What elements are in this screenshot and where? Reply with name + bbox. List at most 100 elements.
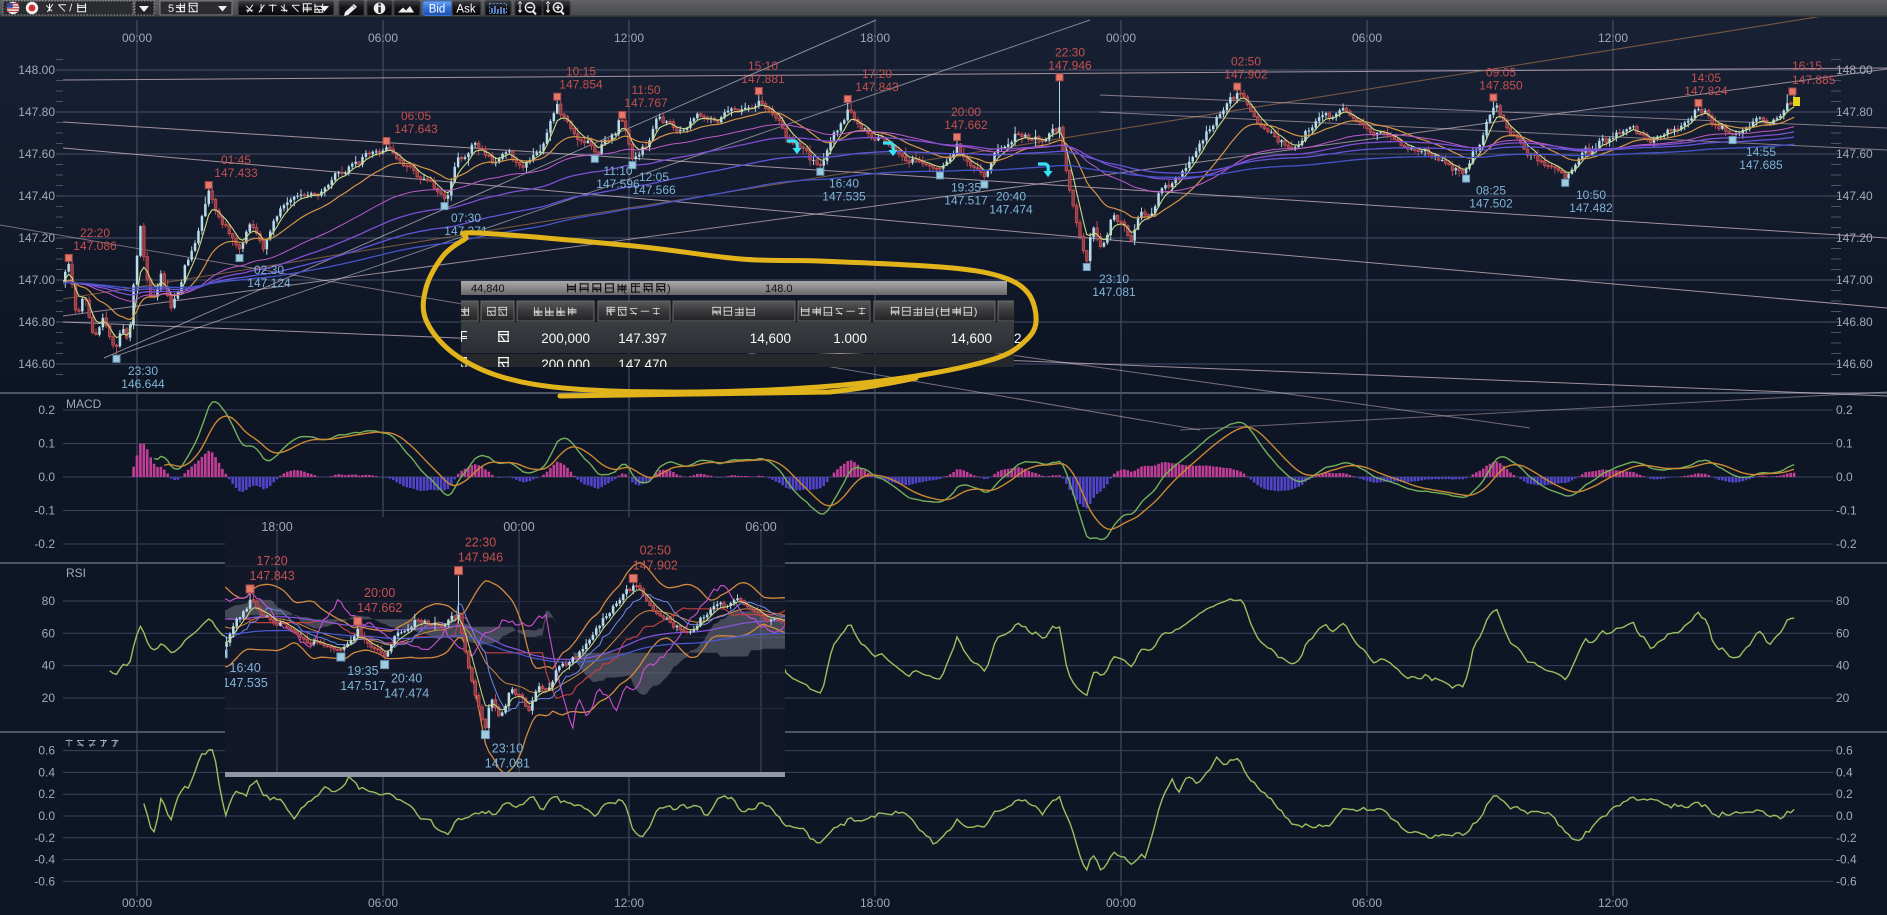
svg-text:00:00: 00:00 (122, 31, 152, 45)
svg-text:147.80: 147.80 (18, 105, 55, 119)
svg-text:00:00: 00:00 (1106, 896, 1136, 910)
svg-text:147.854: 147.854 (559, 78, 603, 92)
svg-text:00:00: 00:00 (503, 520, 534, 534)
svg-text:147.881: 147.881 (741, 72, 785, 86)
svg-text:12:00: 12:00 (1598, 31, 1628, 45)
svg-text:147.566: 147.566 (632, 183, 676, 197)
svg-text:-0.1: -0.1 (1836, 504, 1857, 518)
svg-text:20:40: 20:40 (391, 672, 422, 686)
svg-text:148.0: 148.0 (765, 283, 793, 295)
svg-text:147.40: 147.40 (18, 189, 55, 203)
svg-text:147.40: 147.40 (1836, 189, 1873, 203)
svg-text:(: ( (935, 306, 939, 318)
svg-text:0.4: 0.4 (38, 765, 55, 779)
svg-text:147.20: 147.20 (18, 231, 55, 245)
svg-text:12:00: 12:00 (614, 31, 644, 45)
svg-text:MACD: MACD (66, 397, 102, 411)
svg-text:147.843: 147.843 (855, 80, 899, 94)
svg-text:60: 60 (1836, 626, 1850, 640)
svg-text:147.902: 147.902 (633, 558, 678, 572)
svg-text:147.470: 147.470 (618, 357, 667, 372)
svg-text:147.535: 147.535 (822, 190, 866, 204)
svg-text:147.662: 147.662 (944, 118, 988, 132)
svg-text:148.00: 148.00 (1836, 63, 1873, 77)
svg-text:20:00: 20:00 (951, 105, 981, 119)
svg-text:11:10: 11:10 (603, 164, 632, 178)
svg-text:0.0: 0.0 (38, 809, 55, 823)
svg-text:14:55: 14:55 (1746, 145, 1776, 159)
svg-text:44,840: 44,840 (471, 283, 505, 295)
svg-text:18:00: 18:00 (261, 520, 292, 534)
svg-text:00:00: 00:00 (122, 896, 152, 910)
svg-text:40: 40 (1836, 659, 1850, 673)
svg-text:01:45: 01:45 (221, 153, 251, 167)
svg-text:-0.4: -0.4 (34, 853, 55, 867)
svg-text:147.20: 147.20 (1836, 231, 1873, 245)
svg-text:147.474: 147.474 (384, 687, 429, 701)
svg-text:12:05: 12:05 (639, 170, 669, 184)
svg-text:17:20: 17:20 (862, 67, 892, 81)
svg-text:RSI: RSI (66, 566, 86, 580)
svg-text:0.1: 0.1 (1836, 437, 1853, 451)
svg-text:22:20: 22:20 (80, 226, 110, 240)
svg-text:146.80: 146.80 (18, 315, 55, 329)
svg-text:148.00: 148.00 (18, 63, 55, 77)
svg-text:10:50: 10:50 (1576, 188, 1606, 202)
svg-text:147.433: 147.433 (214, 166, 258, 180)
svg-text:18:00: 18:00 (860, 896, 890, 910)
svg-text:23:10: 23:10 (492, 742, 523, 756)
svg-text:147.397: 147.397 (618, 331, 667, 346)
svg-text:15:10: 15:10 (748, 59, 778, 73)
svg-text:147.517: 147.517 (340, 679, 385, 693)
svg-text:23:30: 23:30 (128, 364, 158, 378)
svg-text:-0.2: -0.2 (1836, 537, 1857, 551)
svg-text:200,000: 200,000 (541, 331, 590, 346)
svg-text:08:25: 08:25 (1476, 184, 1506, 198)
svg-text:14,600: 14,600 (750, 331, 791, 346)
svg-text:-0.1: -0.1 (34, 504, 55, 518)
svg-text:200,000: 200,000 (541, 357, 590, 372)
svg-text:Ask: Ask (456, 3, 475, 15)
svg-text:147.643: 147.643 (394, 122, 438, 136)
svg-text:0.0: 0.0 (38, 470, 55, 484)
svg-text:0.2: 0.2 (38, 787, 55, 801)
svg-text:23:10: 23:10 (1099, 272, 1129, 286)
svg-text:147.502: 147.502 (1469, 197, 1513, 211)
svg-text:): ) (974, 306, 978, 318)
svg-text:16:40: 16:40 (230, 661, 261, 675)
svg-text:147.517: 147.517 (944, 193, 988, 207)
svg-text:12:00: 12:00 (614, 896, 644, 910)
svg-text:147.80: 147.80 (1836, 105, 1873, 119)
svg-text:-0.2: -0.2 (1836, 831, 1857, 845)
svg-text:06:00: 06:00 (368, 896, 398, 910)
svg-text:40: 40 (42, 659, 56, 673)
svg-text:146.644: 146.644 (121, 377, 165, 391)
svg-text:147.850: 147.850 (1479, 79, 1523, 93)
svg-text:2: 2 (1014, 331, 1022, 346)
svg-text:06:05: 06:05 (401, 109, 431, 123)
svg-text:07:30: 07:30 (451, 211, 481, 225)
svg-text:0.2: 0.2 (1836, 403, 1853, 417)
svg-text:80: 80 (42, 594, 56, 608)
svg-text:02:30: 02:30 (254, 263, 284, 277)
svg-text:60: 60 (42, 626, 56, 640)
svg-text:22:30: 22:30 (1055, 45, 1085, 59)
svg-text:147.086: 147.086 (73, 239, 117, 253)
svg-text:10:15: 10:15 (566, 65, 596, 79)
svg-text:0.0: 0.0 (1836, 809, 1853, 823)
svg-text:0.6: 0.6 (38, 744, 55, 758)
svg-text:0.4: 0.4 (1836, 765, 1853, 779)
svg-text:(: ( (623, 283, 627, 295)
svg-text:5: 5 (168, 3, 174, 15)
svg-text:06:00: 06:00 (745, 520, 776, 534)
svg-text:146.60: 146.60 (18, 357, 55, 371)
svg-text:-0.2: -0.2 (34, 537, 55, 551)
svg-text:02:50: 02:50 (1231, 55, 1261, 69)
svg-text:147.767: 147.767 (624, 96, 668, 110)
svg-text:147.482: 147.482 (1569, 201, 1613, 215)
svg-text:20: 20 (1836, 691, 1850, 705)
svg-text:147.081: 147.081 (1092, 285, 1136, 299)
svg-text:147.596: 147.596 (596, 177, 640, 191)
svg-text:1.000: 1.000 (833, 331, 867, 346)
svg-text:19:35: 19:35 (951, 180, 981, 194)
